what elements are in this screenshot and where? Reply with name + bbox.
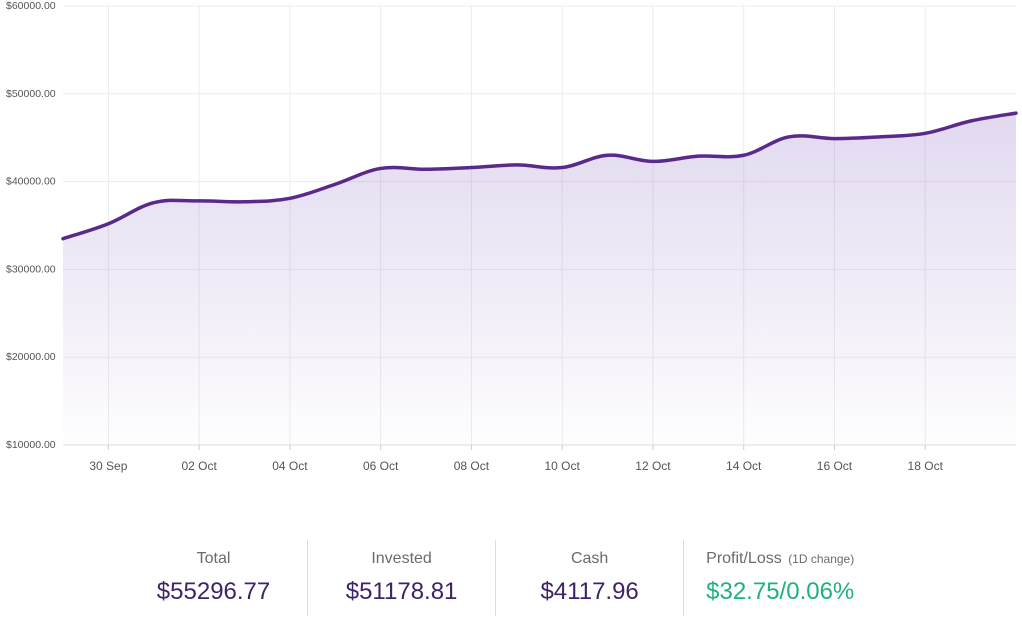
stat-profit-loss-title: Profit/Loss [706, 550, 782, 567]
x-tick-label: 12 Oct [635, 459, 671, 473]
x-tick-label: 10 Oct [545, 459, 581, 473]
value-area [63, 113, 1016, 445]
stat-cash: Cash $4117.96 [496, 540, 685, 616]
stat-total-label: Total [196, 550, 231, 567]
stat-profit-loss: Profit/Loss (1D change) $32.75/0.06% [684, 540, 900, 616]
y-tick-label: $40000.00 [6, 176, 56, 188]
x-tick-label: 16 Oct [817, 459, 853, 473]
summary-panel: Total $55296.77 Invested $51178.81 Cash … [120, 540, 900, 616]
value-line [61, 111, 1018, 241]
y-tick-label: $50000.00 [6, 88, 56, 100]
stat-profit-loss-value: $32.75/0.06% [706, 578, 855, 605]
stat-invested: Invested $51178.81 [308, 540, 497, 616]
x-tick-label: 08 Oct [454, 459, 490, 473]
x-tick-label: 14 Oct [726, 459, 762, 473]
stat-profit-loss-label: Profit/Loss (1D change) [706, 550, 900, 572]
x-tick-label: 06 Oct [363, 459, 399, 473]
stat-profit-loss-sublabel: (1D change) [788, 552, 855, 566]
x-tick-label: 04 Oct [272, 459, 308, 473]
y-tick-label: $20000.00 [6, 351, 56, 363]
stat-invested-value: $51178.81 [345, 578, 458, 605]
portfolio-chart: $10000.00 $20000.00 $30000.00 $40000.00 $500… [6, 0, 1018, 473]
stat-total: Total $55296.77 [120, 540, 309, 616]
y-tick-label: $10000.00 [6, 439, 56, 451]
x-tick-label: 18 Oct [908, 459, 944, 473]
stat-invested-label: Invested [371, 550, 432, 567]
x-tick-label: 30 Sep [89, 459, 127, 473]
y-tick-label: $30000.00 [6, 263, 56, 275]
stat-total-value: $55296.77 [156, 578, 271, 605]
stat-cash-label: Cash [570, 550, 609, 567]
stat-cash-value: $4117.96 [540, 578, 639, 605]
x-tick-label: 02 Oct [181, 459, 217, 473]
y-tick-label: $60000.00 [6, 0, 56, 12]
